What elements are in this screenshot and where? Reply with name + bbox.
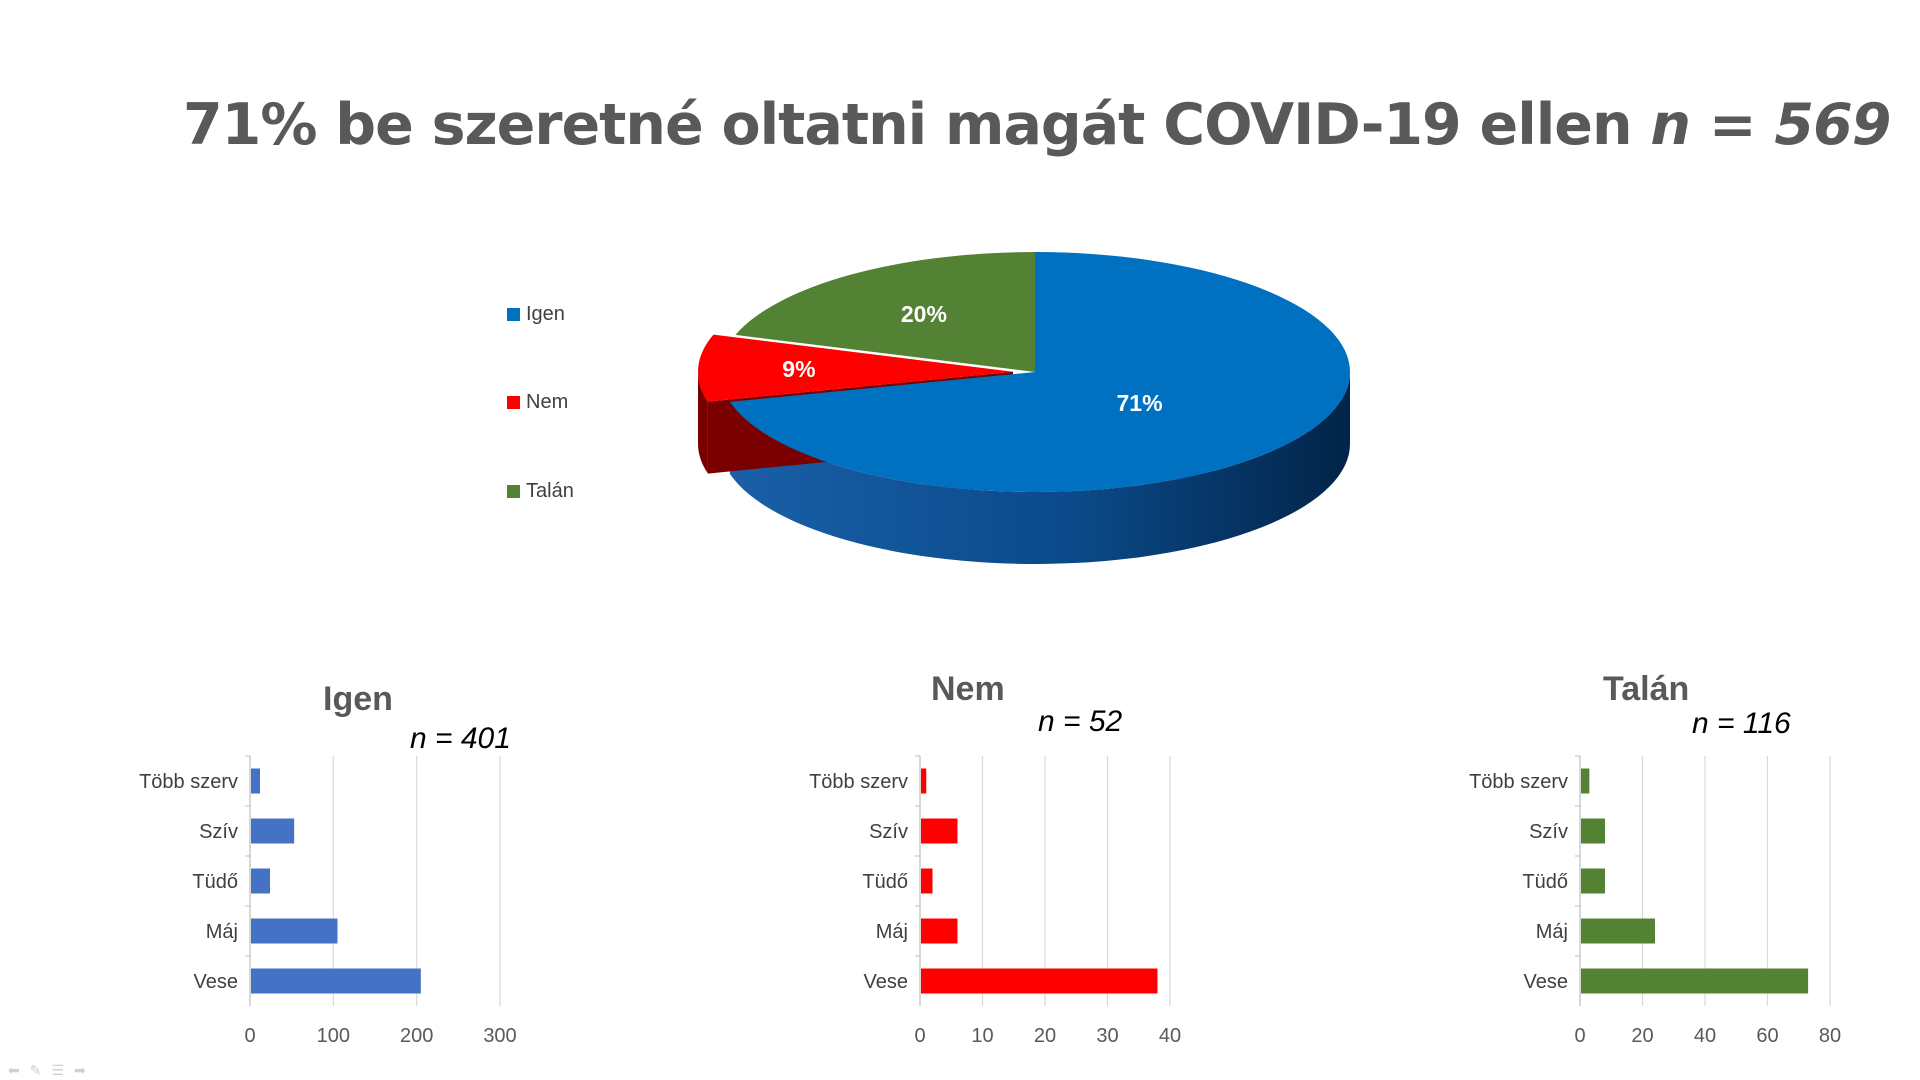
legend-item-talan: Talán	[507, 479, 574, 503]
bar-chart-talan-title: Talán	[1603, 670, 1690, 708]
legend-item-nem: Nem	[507, 390, 568, 414]
bar-máj	[251, 918, 338, 944]
y-tick-label: Szív	[199, 821, 238, 843]
x-tick-label: 20	[1631, 1025, 1653, 1047]
bar-chart-talan: 0 20 40 60 80 Több szerv Szív Tüdő Máj Vese	[1469, 755, 1841, 1047]
bar-szív	[251, 818, 295, 844]
bar-máj	[921, 918, 958, 944]
title-main: 71% be szeretné oltatni magát COVID-19 e…	[183, 92, 1633, 158]
bar-tüdő	[1581, 868, 1605, 894]
bar-chart-igen-n: n = 401	[410, 722, 511, 755]
x-tick-label: 10	[971, 1025, 993, 1047]
bar-vese	[921, 968, 1158, 994]
bar-máj	[1581, 918, 1655, 944]
y-tick-label: Több szerv	[809, 771, 908, 793]
pie-slice-talán	[735, 252, 1035, 372]
x-tick-label: 20	[1034, 1025, 1056, 1047]
forward-arrow-icon[interactable]: ➡	[74, 1062, 86, 1078]
back-arrow-icon[interactable]: ⬅	[8, 1062, 20, 1078]
y-tick-label: Szív	[869, 821, 908, 843]
x-tick-label: 200	[400, 1025, 433, 1047]
bar-vese	[1581, 968, 1809, 994]
y-tick-label: Máj	[206, 921, 238, 943]
x-tick-label: 40	[1159, 1025, 1181, 1047]
y-tick-label: Vese	[1524, 971, 1568, 993]
pie-label-igen: 71%	[1117, 390, 1163, 416]
bar-több-szerv	[1581, 768, 1590, 794]
y-tick-label: Tüdő	[192, 871, 238, 893]
pie-slice-nem	[698, 334, 1014, 402]
bar-tüdő	[921, 868, 933, 894]
bar-vese	[251, 968, 421, 994]
legend-swatch-igen	[507, 307, 520, 321]
x-tick-label: 0	[1574, 1025, 1585, 1047]
pie-side-nem	[698, 371, 708, 474]
legend-label-talan: Talán	[526, 479, 574, 502]
legend-swatch-talan	[507, 484, 520, 498]
x-tick-label: 0	[244, 1025, 255, 1047]
y-tick-label: Több szerv	[1469, 771, 1568, 793]
y-tick-label: Máj	[876, 921, 908, 943]
pen-icon[interactable]: ✎	[29, 1062, 42, 1078]
y-tick-label: Vese	[864, 971, 908, 993]
slide-title: 71% be szeretné oltatni magát COVID-19 e…	[183, 92, 1891, 158]
title-sample-size: n = 569	[1650, 92, 1891, 158]
bar-chart-talan-n: n = 116	[1692, 707, 1791, 740]
x-tick-label: 80	[1819, 1025, 1841, 1047]
bar-több-szerv	[251, 768, 260, 794]
pie-label-talán: 20%	[901, 301, 947, 327]
bar-chart-igen: 0 100 200 300 Több szerv Szív Tüdő Máj Vese	[139, 755, 517, 1047]
x-tick-label: 100	[317, 1025, 350, 1047]
x-tick-label: 0	[914, 1025, 925, 1047]
pie-slice-igen	[729, 252, 1350, 493]
bar-szív	[921, 818, 958, 844]
x-tick-label: 60	[1756, 1025, 1778, 1047]
bar-tüdő	[251, 868, 270, 894]
slide-nav: ⬅ ✎ ☰ ➡	[8, 1062, 86, 1079]
bar-chart-nem: 0 10 20 30 40 Több szerv Szív Tüdő Máj Vese	[809, 755, 1181, 1047]
pie-side-igen	[729, 372, 1350, 564]
legend-label-igen: Igen	[526, 302, 565, 325]
x-tick-label: 40	[1694, 1025, 1716, 1047]
legend-item-igen: Igen	[507, 302, 565, 326]
menu-icon[interactable]: ☰	[51, 1062, 65, 1078]
bar-chart-nem-n: n = 52	[1038, 705, 1123, 738]
bar-több-szerv	[921, 768, 927, 794]
x-tick-label: 300	[483, 1025, 516, 1047]
y-tick-label: Szív	[1529, 821, 1568, 843]
legend-label-nem: Nem	[526, 390, 569, 413]
bar-chart-igen-title: Igen	[323, 680, 393, 718]
bar-chart-nem-title: Nem	[931, 670, 1005, 708]
y-tick-label: Vese	[194, 971, 238, 993]
y-tick-label: Több szerv	[139, 771, 238, 793]
pie-label-nem: 9%	[782, 356, 815, 382]
y-tick-label: Tüdő	[1522, 871, 1568, 893]
legend-swatch-nem	[507, 395, 520, 409]
y-tick-label: Tüdő	[862, 871, 908, 893]
y-tick-label: Máj	[1536, 921, 1568, 943]
x-tick-label: 30	[1096, 1025, 1118, 1047]
bar-szív	[1581, 818, 1605, 844]
